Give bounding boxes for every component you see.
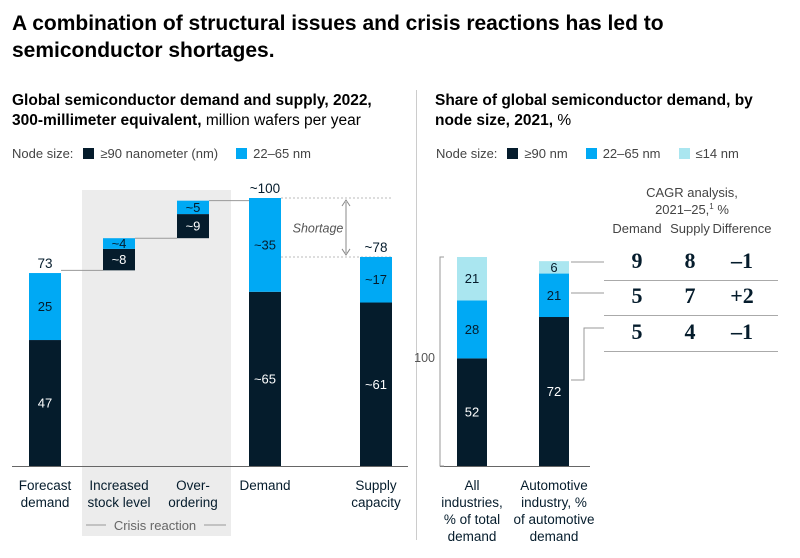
legend-swatch-blue — [236, 148, 248, 159]
bar-segment — [360, 302, 392, 466]
cagr-title: CAGR analysis, — [646, 185, 738, 200]
cagr-connector-row3 — [571, 327, 604, 381]
bar-segment — [177, 200, 209, 215]
hundred-bracket — [439, 256, 444, 467]
category-label: stock level — [87, 495, 150, 510]
main-title: A combination of structural issues and c… — [12, 12, 664, 62]
shortage-label: Shortage — [293, 221, 344, 235]
bar-value-label: ~17 — [365, 272, 387, 287]
cagr-value: –1 — [730, 319, 753, 344]
bar-total-label: ~78 — [365, 240, 388, 255]
left-chart-title-unit: million wafers per year — [201, 112, 361, 129]
right-category-label: demand — [530, 529, 579, 544]
bar-value-label: ~4 — [112, 236, 127, 251]
right-legend-label: Node size: — [436, 146, 498, 161]
category-label: Over- — [176, 478, 210, 493]
bar-value-label: ~35 — [254, 237, 276, 252]
category-label: capacity — [351, 495, 401, 510]
stacked-bar-value-label: 52 — [465, 405, 479, 420]
right-category-label: Automotive — [520, 478, 588, 493]
cagr-value: 8 — [685, 248, 696, 273]
bar-value-label: 25 — [38, 299, 52, 314]
bar-value-label: ~65 — [254, 371, 276, 386]
category-label: Supply — [355, 478, 397, 493]
category-label: Forecast — [19, 478, 72, 493]
category-label: demand — [21, 495, 70, 510]
stacked-bar-value-label: 72 — [547, 384, 561, 399]
bar-segment — [177, 214, 209, 239]
right-legend: Node size: ≥90 nm 22–65 nm ≤14 nm — [436, 146, 739, 161]
stacked-bar-segment — [539, 261, 569, 274]
bar-value-label: ~61 — [365, 377, 387, 392]
right-category-label: industries, — [441, 495, 503, 510]
bar-segment — [29, 340, 61, 466]
crisis-reaction-label: Crisis reaction — [114, 518, 196, 533]
left-legend-item-90nm: ≥90 nanometer (nm) — [100, 146, 219, 161]
right-legend-item-14nm: ≤14 nm — [695, 146, 739, 161]
hundred-bracket-label: 100 — [414, 351, 435, 365]
category-label: Increased — [89, 478, 148, 493]
bar-value-label: ~8 — [112, 252, 127, 267]
legend-swatch-light — [678, 148, 690, 159]
bar-segment — [103, 248, 135, 271]
shortage-arrowhead-up — [341, 199, 351, 207]
stacked-bar-value-label: 21 — [547, 288, 561, 303]
right-legend-item-90nm: ≥90 nm — [524, 146, 568, 161]
right-chart-title-bold: Share of global semiconductor demand, by… — [435, 92, 753, 129]
cagr-value: 5 — [632, 319, 643, 344]
cagr-value: 9 — [632, 248, 643, 273]
bar-value-label: ~9 — [186, 219, 201, 234]
right-category-label: demand — [448, 529, 497, 544]
cagr-title-line2: 2021–25,1 % — [655, 202, 729, 217]
stacked-bar-segment — [539, 317, 569, 466]
bar-segment — [29, 273, 61, 341]
right-category-label: industry, % — [521, 495, 587, 510]
bar-segment — [249, 198, 281, 292]
right-category-label: All — [464, 478, 479, 493]
cagr-column-header: Supply — [670, 221, 710, 236]
cagr-value: +2 — [730, 283, 754, 308]
left-chart-title: Global semiconductor demand and supply, … — [12, 91, 407, 131]
bar-value-label: 47 — [38, 396, 52, 411]
cagr-column-header: Difference — [712, 221, 771, 236]
cagr-value: 5 — [632, 283, 643, 308]
bar-value-label: ~5 — [186, 200, 201, 215]
left-legend: Node size: ≥90 nanometer (nm) 22–65 nm — [12, 146, 311, 161]
right-legend-item-22-65nm: 22–65 nm — [602, 146, 661, 161]
right-category-label: of automotive — [513, 512, 594, 527]
stacked-bar-value-label: 6 — [550, 260, 557, 275]
stacked-bar-value-label: 21 — [465, 271, 479, 286]
category-label: ordering — [168, 495, 218, 510]
left-chart-title-bold: Global semiconductor demand and supply, … — [12, 92, 372, 129]
left-legend-item-22-65nm: 22–65 nm — [253, 146, 311, 161]
legend-swatch-dark — [83, 148, 95, 159]
cagr-column-header: Demand — [612, 221, 661, 236]
stacked-bar-segment — [457, 358, 487, 466]
right-chart-title: Share of global semiconductor demand, by… — [435, 91, 790, 131]
cagr-value: 4 — [685, 319, 696, 344]
right-chart-title-unit: % — [553, 112, 572, 129]
bar-total-label: ~100 — [250, 181, 280, 196]
shortage-arrowhead-down — [341, 248, 351, 256]
stacked-bar-segment — [539, 273, 569, 318]
bar-total-label: 73 — [37, 256, 52, 271]
cagr-value: –1 — [730, 248, 753, 273]
bar-segment — [249, 291, 281, 466]
category-label: Demand — [239, 478, 290, 493]
stacked-bar-segment — [457, 300, 487, 359]
bar-segment — [103, 238, 135, 249]
legend-swatch-blue — [585, 148, 597, 159]
stacked-bar-segment — [457, 257, 487, 301]
left-legend-label: Node size: — [12, 146, 74, 161]
bar-segment — [360, 256, 392, 303]
cagr-value: 7 — [685, 283, 696, 308]
legend-swatch-dark — [507, 148, 519, 159]
stacked-bar-value-label: 28 — [465, 322, 479, 337]
right-category-label: % of total — [444, 512, 500, 527]
